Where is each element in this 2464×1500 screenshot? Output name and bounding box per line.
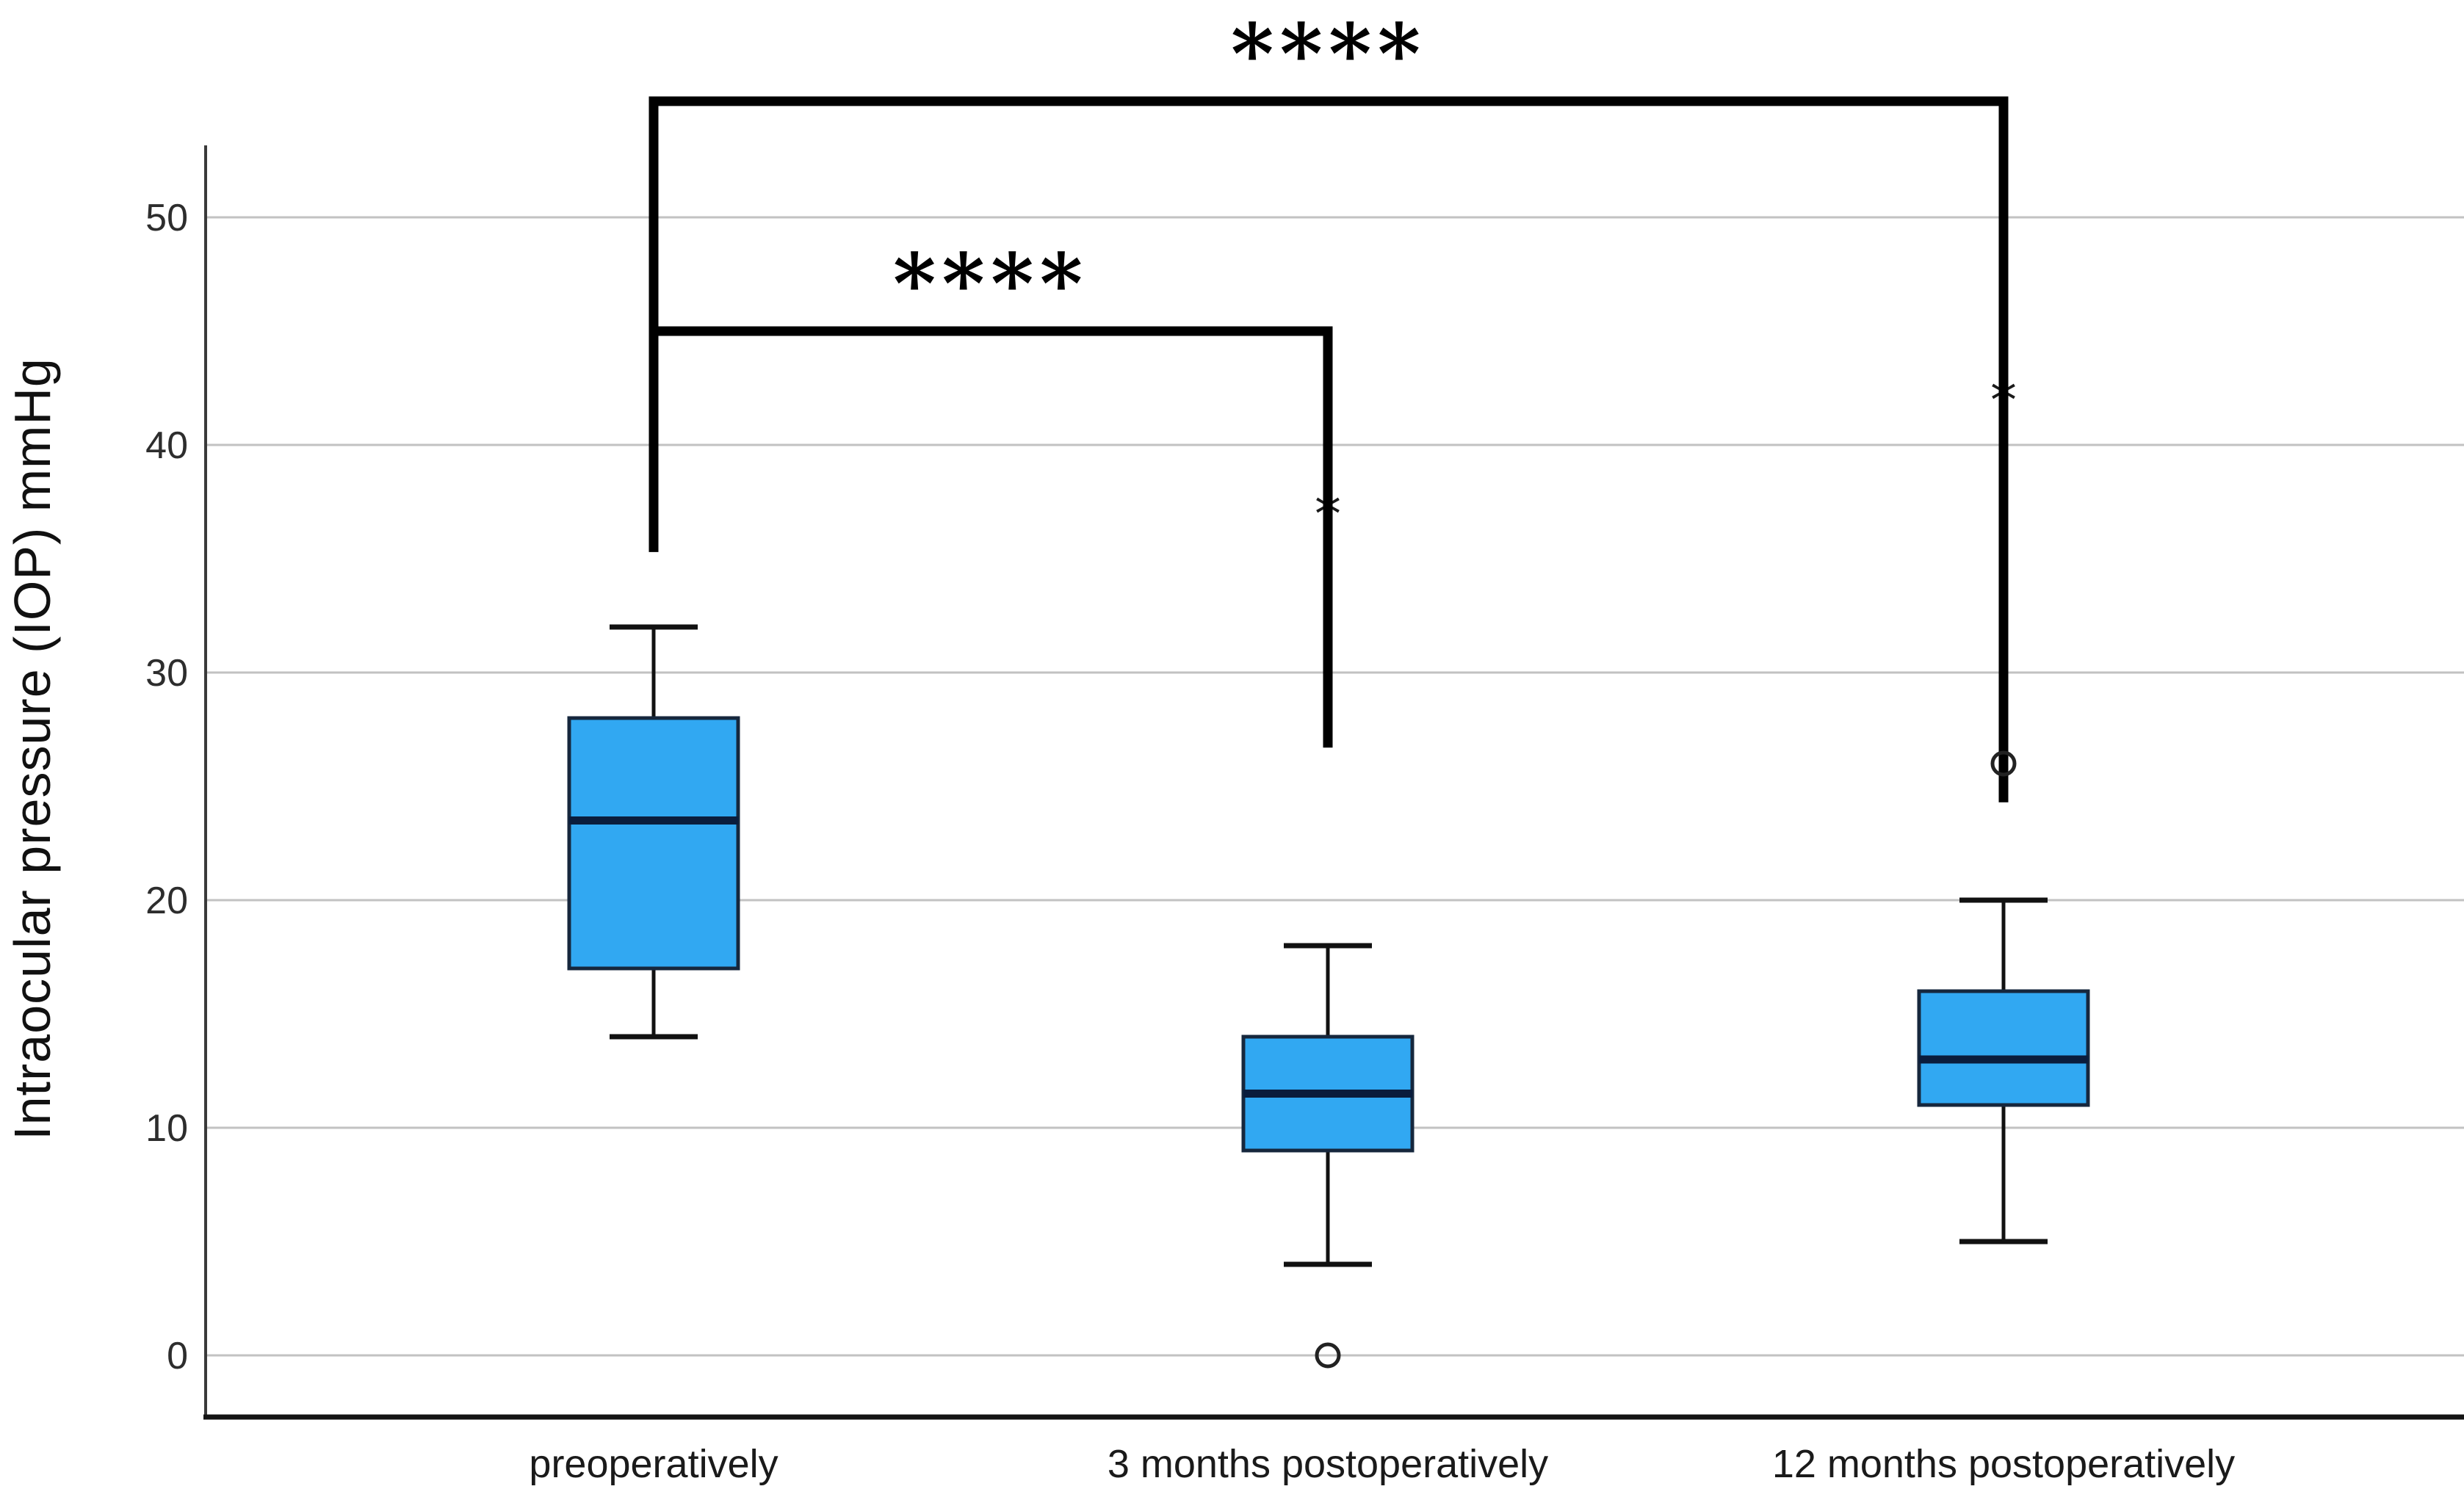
- x-category-label-3-months-postoperatively: 3 months postoperatively: [1108, 1442, 1548, 1486]
- box-preoperatively: [567, 716, 740, 971]
- y-tick-label-40: 40: [145, 424, 188, 467]
- x-category-label-preoperatively: preoperatively: [529, 1442, 778, 1486]
- y-tick-label-50: 50: [145, 197, 188, 239]
- significance-bracket-1: [648, 326, 1333, 748]
- y-tick-label-10: 10: [145, 1107, 188, 1150]
- significance-stars-1: ****: [893, 236, 1088, 333]
- significance-bracket-2: [648, 96, 2009, 802]
- significance-stars-2: ****: [1231, 7, 1426, 103]
- outlier-marker-0: [1315, 1342, 1341, 1369]
- outlier-marker-26: [1990, 750, 2017, 777]
- y-tick-label-20: 20: [145, 880, 188, 922]
- box-12-months-postoperatively: [1917, 989, 2090, 1107]
- x-category-label-12-months-postoperatively: 12 months postoperatively: [1772, 1442, 2235, 1486]
- y-tick-label-30: 30: [145, 652, 188, 695]
- y-tick-label-0: 0: [167, 1335, 188, 1377]
